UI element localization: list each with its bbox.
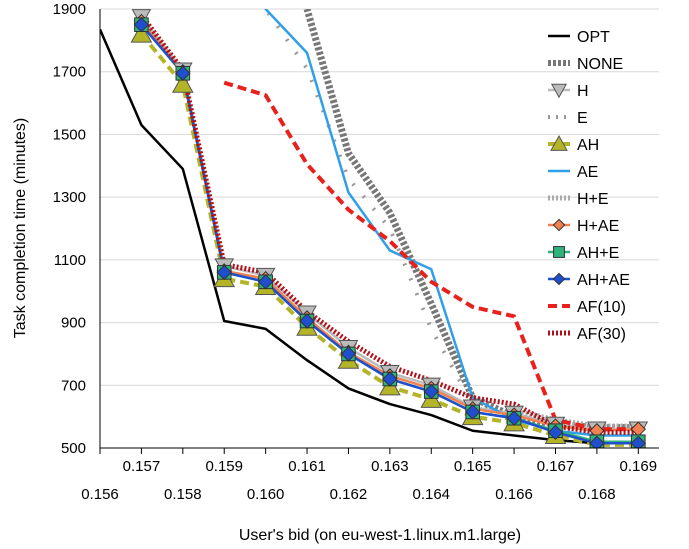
x-tick-label: 0.156 bbox=[81, 486, 119, 503]
data-point bbox=[133, 16, 150, 33]
legend-marker bbox=[550, 134, 568, 151]
legend-marker bbox=[552, 218, 566, 232]
data-point bbox=[464, 404, 481, 420]
y-tick-label: 900 bbox=[61, 315, 86, 332]
x-tick-label: 0.157 bbox=[123, 458, 161, 475]
y-tick-label: 1100 bbox=[54, 252, 86, 269]
data-point bbox=[216, 264, 232, 281]
legend-label: H bbox=[577, 83, 589, 100]
x-tick-label: 0.158 bbox=[164, 486, 202, 503]
legend-label: AF(10) bbox=[577, 299, 626, 316]
series-line bbox=[264, 9, 639, 437]
legend-label: AH+E bbox=[577, 245, 619, 262]
data-point bbox=[382, 371, 398, 387]
y-tick-label: 1900 bbox=[53, 1, 86, 18]
data-point bbox=[130, 23, 153, 43]
x-tick-label: 0.159 bbox=[205, 458, 243, 475]
x-tick-label: 0.161 bbox=[288, 458, 326, 475]
y-tick-label: 700 bbox=[61, 377, 86, 394]
x-tick-label: 0.160 bbox=[247, 486, 285, 503]
x-axis-label: User's bid (on eu-west-1.linux.m1.large) bbox=[239, 527, 521, 544]
data-point bbox=[257, 274, 274, 290]
y-tick-label: 1500 bbox=[53, 126, 86, 143]
legend-label: AH+AE bbox=[577, 272, 630, 289]
x-tick-label: 0.168 bbox=[578, 486, 616, 503]
legend-label: AH bbox=[577, 137, 599, 154]
data-point bbox=[506, 410, 522, 426]
legend-label: NONE bbox=[577, 56, 623, 73]
y-tick-label: 500 bbox=[61, 440, 86, 457]
data-point bbox=[175, 65, 191, 81]
axes bbox=[99, 9, 659, 454]
legend-label: AE bbox=[577, 164, 598, 181]
y-axis-label: Task completion time (minutes) bbox=[12, 118, 29, 339]
series-line bbox=[263, 9, 639, 436]
x-tick-label: 0.162 bbox=[330, 486, 368, 503]
data-point bbox=[547, 424, 564, 441]
legend-marker bbox=[553, 246, 565, 258]
data-point bbox=[299, 313, 315, 329]
data-point bbox=[423, 383, 439, 400]
x-tick-label: 0.164 bbox=[412, 486, 450, 503]
data-point bbox=[340, 346, 357, 362]
data-point bbox=[630, 435, 647, 448]
legend-label: E bbox=[577, 110, 588, 127]
plot-markers bbox=[130, 9, 649, 448]
legend-marker bbox=[550, 83, 568, 99]
legend: OPT NONE HE AH AE H+E H+AE AH+E AH+AE AF(10) AF(30… bbox=[548, 29, 630, 343]
x-tick-label: 0.169 bbox=[620, 458, 658, 475]
legend-label: H+E bbox=[577, 191, 609, 208]
data-point bbox=[171, 73, 194, 93]
series-line bbox=[223, 80, 639, 432]
y-tick-label: 1300 bbox=[53, 189, 86, 206]
legend-label: AF(30) bbox=[577, 326, 626, 343]
data-point bbox=[589, 435, 605, 448]
legend-label: H+AE bbox=[577, 218, 619, 235]
y-tick-label: 1700 bbox=[53, 64, 86, 81]
legend-label: OPT bbox=[577, 29, 610, 46]
x-tick-label: 0.163 bbox=[371, 458, 409, 475]
x-tick-label: 0.166 bbox=[495, 486, 533, 503]
x-tick-label: 0.165 bbox=[454, 458, 492, 475]
x-tick-label: 0.167 bbox=[537, 458, 575, 475]
legend-marker bbox=[552, 272, 566, 286]
